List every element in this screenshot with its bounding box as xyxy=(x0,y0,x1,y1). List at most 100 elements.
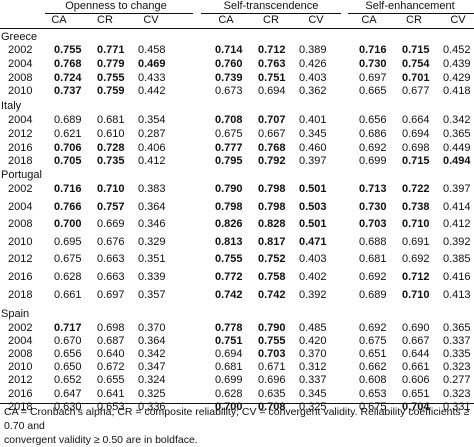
value-cell: 0.694 xyxy=(402,127,430,140)
value-cell: 0.323 xyxy=(443,387,471,400)
value-cell: 0.792 xyxy=(258,155,286,168)
value-cell: 0.742 xyxy=(258,288,286,301)
value-cell: 0.715 xyxy=(402,44,430,56)
header-rule xyxy=(0,28,474,29)
value-cell: 0.339 xyxy=(138,271,166,283)
value-cell: 0.705 xyxy=(54,155,82,168)
value-cell: 0.503 xyxy=(299,200,327,213)
value-cell: 0.412 xyxy=(138,155,166,168)
table-row: 2004 0.689 0.681 0.354 0.708 0.707 0.401 0.656 0… xyxy=(0,113,474,127)
value-cell: 0.370 xyxy=(299,348,327,361)
value-cell: 0.686 xyxy=(359,127,387,140)
value-cell: 0.672 xyxy=(97,361,125,374)
value-cell: 0.700 xyxy=(54,218,82,231)
value-cell: 0.397 xyxy=(443,183,471,195)
value-cell: 0.345 xyxy=(299,387,327,400)
value-cell: 0.710 xyxy=(402,218,430,231)
value-cell: 0.651 xyxy=(359,348,387,361)
value-cell: 0.337 xyxy=(443,335,471,348)
table-row: 2010 0.695 0.676 0.329 0.813 0.817 0.471 0.688 0… xyxy=(0,235,474,249)
value-cell: 0.697 xyxy=(97,288,125,301)
value-cell: 0.667 xyxy=(402,335,430,348)
value-cell: 0.277 xyxy=(443,374,471,387)
value-cell: 0.287 xyxy=(138,127,166,140)
value-cell: 0.771 xyxy=(97,44,125,56)
table-row: 2016 0.706 0.728 0.406 0.777 0.768 0.460 0.692 0… xyxy=(0,141,474,155)
value-cell: 0.656 xyxy=(54,348,82,361)
value-cell: 0.695 xyxy=(54,235,82,248)
year-cell: 2016 xyxy=(8,271,33,283)
year-cell: 2010 xyxy=(8,85,33,98)
value-cell: 0.696 xyxy=(258,374,286,387)
value-cell: 0.697 xyxy=(359,71,387,84)
year-cell: 2008 xyxy=(8,71,33,84)
value-cell: 0.676 xyxy=(97,235,125,248)
value-cell: 0.754 xyxy=(402,57,430,70)
value-cell: 0.370 xyxy=(138,322,166,334)
value-cell: 0.351 xyxy=(138,253,166,266)
value-cell: 0.635 xyxy=(258,387,286,400)
value-cell: 0.429 xyxy=(443,71,471,84)
table-row: 2002 0.717 0.698 0.370 0.778 0.790 0.485 0.692 0… xyxy=(0,321,474,335)
value-cell: 0.798 xyxy=(215,200,243,213)
value-cell: 0.828 xyxy=(258,218,286,231)
table-note: CA = Cronbach’s alpha; CR = composite re… xyxy=(4,405,474,447)
value-cell: 0.677 xyxy=(402,85,430,98)
value-cell: 0.383 xyxy=(138,183,166,195)
table-row: 2012 0.675 0.663 0.351 0.755 0.752 0.403 0.681 0… xyxy=(0,252,474,266)
table-note-line-1: CA = Cronbach’s alpha; CR = composite re… xyxy=(4,406,470,432)
year-cell: 2016 xyxy=(8,387,33,400)
value-cell: 0.385 xyxy=(443,253,471,266)
value-cell: 0.798 xyxy=(258,200,286,213)
value-cell: 0.362 xyxy=(299,85,327,98)
value-cell: 0.406 xyxy=(138,141,166,154)
value-cell: 0.312 xyxy=(299,361,327,374)
subheader-ca: CA xyxy=(361,14,377,26)
value-cell: 0.772 xyxy=(215,271,243,283)
value-cell: 0.687 xyxy=(97,335,125,348)
value-cell: 0.768 xyxy=(258,141,286,154)
country-label: Portugal xyxy=(1,169,42,181)
value-cell: 0.347 xyxy=(138,361,166,374)
value-cell: 0.365 xyxy=(443,322,471,334)
value-cell: 0.663 xyxy=(97,253,125,266)
value-cell: 0.714 xyxy=(215,44,243,56)
value-cell: 0.324 xyxy=(138,374,166,387)
value-cell: 0.692 xyxy=(359,271,387,283)
subheader-cv: CV xyxy=(143,14,159,26)
table-row: 2010 0.650 0.672 0.347 0.681 0.671 0.312 0.662 0… xyxy=(0,360,474,374)
value-cell: 0.698 xyxy=(402,141,430,154)
value-cell: 0.755 xyxy=(54,44,82,56)
value-cell: 0.621 xyxy=(54,127,82,140)
value-cell: 0.757 xyxy=(97,200,125,213)
year-cell: 2004 xyxy=(8,114,33,126)
value-cell: 0.817 xyxy=(258,235,286,248)
value-cell: 0.661 xyxy=(402,361,430,374)
value-cell: 0.392 xyxy=(299,288,327,301)
value-cell: 0.397 xyxy=(299,155,327,168)
value-cell: 0.790 xyxy=(215,183,243,195)
value-cell: 0.471 xyxy=(299,235,327,248)
value-cell: 0.667 xyxy=(258,127,286,140)
value-cell: 0.735 xyxy=(97,155,125,168)
value-cell: 0.389 xyxy=(299,44,327,56)
value-cell: 0.661 xyxy=(54,288,82,301)
value-cell: 0.345 xyxy=(299,127,327,140)
group-header-self-transcendence: Self-transcendence xyxy=(223,0,319,12)
value-cell: 0.494 xyxy=(443,155,471,168)
value-cell: 0.681 xyxy=(97,114,125,126)
value-cell: 0.755 xyxy=(258,335,286,348)
year-cell: 2002 xyxy=(8,322,33,334)
value-cell: 0.730 xyxy=(359,57,387,70)
value-cell: 0.681 xyxy=(215,361,243,374)
table-row: 2004 0.768 0.779 0.469 0.760 0.763 0.426 0.730 0… xyxy=(0,57,474,71)
value-cell: 0.420 xyxy=(299,335,327,348)
value-cell: 0.795 xyxy=(215,155,243,168)
value-cell: 0.364 xyxy=(138,200,166,213)
value-cell: 0.717 xyxy=(54,322,82,334)
value-cell: 0.675 xyxy=(54,253,82,266)
country-label: Greece xyxy=(1,31,38,43)
value-cell: 0.650 xyxy=(54,361,82,374)
value-cell: 0.663 xyxy=(97,271,125,283)
value-cell: 0.701 xyxy=(402,71,430,84)
